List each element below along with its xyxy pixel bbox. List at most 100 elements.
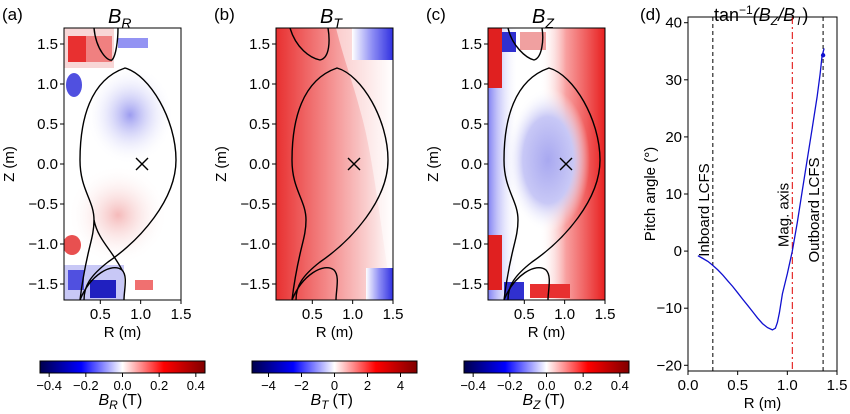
panel-b-ytick-label: 0.5 (249, 116, 270, 133)
panel-b-xtick-label: 1.5 (383, 306, 404, 323)
panel-a-colorbar-tick-label: 0.2 (150, 378, 168, 393)
panel-c-colorbar-tick-label: −0.2 (497, 378, 523, 393)
panel-a-ytick-label: −1.5 (28, 276, 58, 293)
panel-c-ytick-label: 1.0 (461, 76, 482, 93)
panel-d-frame (687, 16, 838, 372)
panel-c-ytick-label: −1.0 (452, 236, 482, 253)
panel-c-colorbar (463, 360, 630, 374)
panel-b-ytick-label: −0.5 (240, 196, 270, 213)
d-xtick-label: 0.0 (678, 377, 699, 394)
colorbar-label-unit: (T) (122, 392, 142, 409)
panel-c-xlabel: R (m) (528, 324, 566, 341)
panel-b-ylabel: Z (m) (213, 146, 230, 182)
panel-d-title: tan−1(BZ/BT) (714, 3, 808, 28)
panel-b-colorbar (251, 360, 418, 374)
panel-b-heatmap (276, 28, 393, 300)
vline-label-1: Mag. axis (775, 183, 792, 247)
panel-c-colorbar-tick-label: 0.0 (537, 378, 555, 393)
panel-b-colorbar-tick-label: 2 (364, 378, 371, 393)
colorbar-label-unit: (T) (545, 392, 565, 409)
pitch-angle-endpoint (820, 53, 826, 58)
panel-a-heatmap (64, 28, 181, 300)
panel-b-ytick-label: 1.5 (249, 36, 270, 53)
panel-b-colorbar-tick-label: −4 (261, 378, 276, 393)
panel-c-xtick-label: 1.5 (595, 306, 616, 323)
panel-b-letter: (b) (214, 5, 235, 24)
d-ytick-label: 10 (665, 186, 682, 203)
colorbar-label-unit: (T) (333, 392, 353, 409)
panel-b-xtick-label: 0.5 (302, 306, 323, 323)
panel-a-xtick-label: 1.5 (171, 306, 192, 323)
colorbar-label-sub: R (109, 398, 118, 412)
d-ytick-label: 0 (674, 243, 682, 260)
panel-b-colorbar-tick-label: 0 (331, 378, 338, 393)
pitch-angle-line (697, 48, 825, 331)
panel-a-title: BR (108, 6, 131, 31)
panel-c-xtick-label: 0.5 (514, 306, 535, 323)
panel-c-heatmap (488, 28, 605, 300)
panel-b-contour (289, 28, 389, 300)
panel-b-xtick-label: 1.0 (342, 306, 363, 323)
panel-a-ytick-label: 0.5 (37, 116, 58, 133)
panel-c-letter: (c) (426, 5, 446, 24)
panel-c-ylabel: Z (m) (425, 146, 442, 182)
panel-b-xlabel: R (m) (316, 324, 354, 341)
panel-a-xlabel: R (m) (104, 324, 142, 341)
d-xtick-label: 1.0 (777, 377, 798, 394)
d-ytick-label: 30 (665, 72, 682, 89)
d-xlabel: R (m) (744, 395, 782, 412)
heatmap-axes: 0.5 1.0 1.5 1.5 1.0 0.5 0.0 −0.5 −1.0 −1.5 R (m) Z … (1, 36, 630, 412)
panel-b: (b) BT (214, 5, 394, 301)
panel-b-colorbar-label: BT (T) (311, 392, 353, 412)
panel-a-colorbar (39, 360, 206, 374)
panel-b-ytick-label: −1.5 (240, 276, 270, 293)
panel-c-ytick-label: 0.0 (461, 156, 482, 173)
panel-c-colorbar-tick-label: −0.4 (460, 378, 486, 393)
panel-c-ytick-label: −0.5 (452, 196, 482, 213)
d-ytick-label: −20 (657, 357, 682, 374)
panel-b-colorbar-tick-label: 4 (397, 378, 404, 393)
panel-b-title: BT (320, 6, 343, 31)
panel-b-ytick-label: 0.0 (249, 156, 270, 173)
colorbar-label-main: B (99, 392, 110, 409)
panel-c-contour (503, 28, 601, 300)
panel-c-colorbar-label: BZ (T) (523, 392, 565, 412)
panel-a-ytick-label: 0.0 (37, 156, 58, 173)
panel-b-ytick-label: −1.0 (240, 236, 270, 253)
panel-d: (d) tan−1(BZ/BT) Inboard LCFS Mag. axis Ou… (640, 3, 847, 412)
panel-a-colorbar-label: BR (T) (99, 392, 143, 412)
colorbar-label-sub: Z (532, 398, 541, 412)
pitch-angle-chart: Inboard LCFS Mag. axis Outboard LCFS 0.0 0.5… (642, 15, 847, 412)
panel-c: (c) BZ (426, 5, 606, 301)
panel-b-colorbar-tick-label: −2 (294, 378, 309, 393)
panel-a-letter: (a) (2, 5, 23, 24)
panel-a-colorbar-tick-label: 0.0 (113, 378, 131, 393)
d-ytick-label: 40 (665, 15, 682, 32)
d-xtick-label: 1.5 (827, 377, 848, 394)
d-ytick-label: 20 (665, 129, 682, 146)
colorbar-label-main: B (311, 392, 322, 409)
panel-b-axis-marker (347, 157, 361, 171)
d-ylabel: Pitch angle (°) (642, 147, 659, 241)
panel-c-xtick-label: 1.0 (554, 306, 575, 323)
colorbar-label-main: B (523, 392, 534, 409)
panel-a-ytick-label: −0.5 (28, 196, 58, 213)
panel-a-xtick-label: 1.0 (130, 306, 151, 323)
d-ytick-label: −10 (657, 300, 682, 317)
panel-d-letter: (d) (640, 5, 661, 24)
panel-c-ytick-label: −1.5 (452, 276, 482, 293)
panel-c-colorbar-tick-label: 0.4 (611, 378, 629, 393)
panel-c-ytick-label: 0.5 (461, 116, 482, 133)
panel-c-colorbar-tick-label: 0.2 (574, 378, 592, 393)
panel-a: (a) BR (2, 5, 182, 301)
panel-a-axis-marker (135, 157, 149, 171)
vline-label-2: Outboard LCFS (806, 157, 823, 262)
panel-c-title: BZ (532, 6, 554, 31)
panel-a-ytick-label: 1.0 (37, 76, 58, 93)
panel-a-contour (79, 28, 177, 300)
panel-a-ytick-label: 1.5 (37, 36, 58, 53)
vline-label-0: Inboard LCFS (696, 163, 713, 256)
panel-c-axis-marker (559, 157, 573, 171)
colorbar-label-sub: T (321, 398, 330, 412)
panel-a-ylabel: Z (m) (1, 146, 18, 182)
